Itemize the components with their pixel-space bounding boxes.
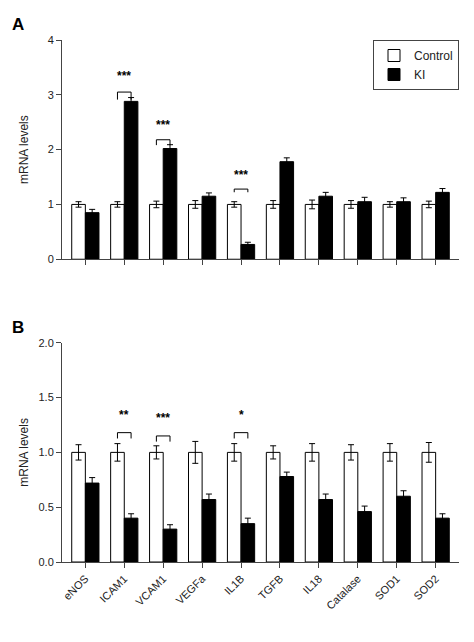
svg-text:*: * [239, 408, 244, 422]
svg-text:***: *** [156, 118, 170, 132]
svg-text:VEGFa: VEGFa [173, 572, 208, 607]
svg-text:SOD1: SOD1 [372, 573, 402, 603]
svg-text:2.0: 2.0 [39, 337, 54, 349]
svg-text:B: B [12, 318, 24, 337]
svg-text:SOD2: SOD2 [411, 573, 441, 603]
svg-text:mRNA levels: mRNA levels [17, 115, 31, 184]
svg-text:0.0: 0.0 [39, 556, 54, 568]
svg-text:1.5: 1.5 [39, 391, 54, 403]
svg-text:KI: KI [414, 68, 425, 82]
svg-text:0.5: 0.5 [39, 501, 54, 513]
svg-text:VCAM1: VCAM1 [133, 573, 168, 608]
svg-text:1.0: 1.0 [39, 446, 54, 458]
svg-text:4: 4 [48, 34, 54, 46]
svg-text:***: *** [117, 69, 131, 83]
svg-text:Catalase: Catalase [324, 573, 363, 612]
svg-text:**: ** [119, 408, 129, 422]
svg-text:***: *** [234, 168, 248, 182]
svg-text:ICAM1: ICAM1 [97, 573, 129, 605]
svg-text:eNOS: eNOS [61, 573, 91, 603]
svg-text:Control: Control [414, 49, 453, 63]
svg-text:IL1B: IL1B [222, 573, 246, 597]
svg-text:mRNA levels: mRNA levels [17, 418, 31, 487]
svg-text:3: 3 [48, 89, 54, 101]
svg-text:2: 2 [48, 143, 54, 155]
svg-text:***: *** [156, 411, 170, 425]
svg-text:IL18: IL18 [301, 573, 325, 597]
svg-text:TGFB: TGFB [256, 573, 285, 602]
svg-text:0: 0 [48, 253, 54, 265]
svg-text:1: 1 [48, 198, 54, 210]
svg-text:A: A [12, 15, 24, 34]
